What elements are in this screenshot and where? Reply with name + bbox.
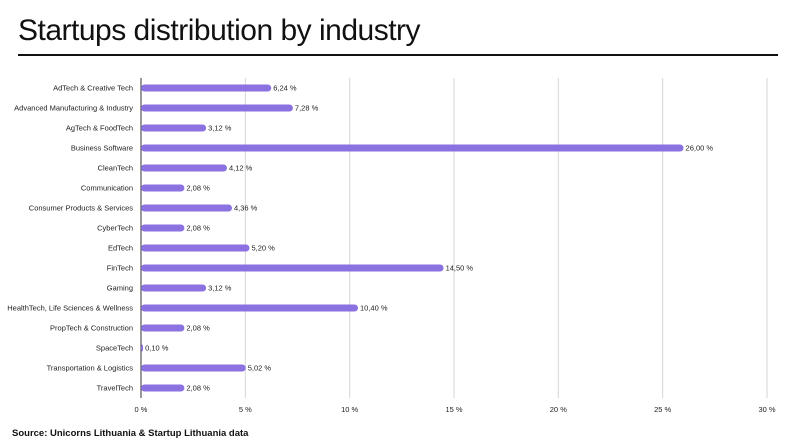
- bar: [141, 144, 684, 152]
- category-label: Consumer Products & Services: [29, 204, 133, 213]
- bar: [141, 84, 272, 92]
- bar: [141, 164, 227, 172]
- category-label: EdTech: [108, 244, 133, 253]
- value-label: 4,36 %: [234, 204, 258, 213]
- value-label: 10,40 %: [360, 304, 388, 313]
- x-tick-label: 10 %: [341, 405, 358, 414]
- value-label: 5,20 %: [252, 244, 276, 253]
- bar: [141, 224, 185, 232]
- x-tick-label: 20 %: [550, 405, 567, 414]
- category-label: FinTech: [107, 264, 133, 273]
- bar: [141, 304, 359, 312]
- value-label: 3,12 %: [208, 284, 232, 293]
- value-label: 3,12 %: [208, 124, 232, 133]
- x-tick-label: 30 %: [758, 405, 775, 414]
- bar: [141, 124, 207, 132]
- bar: [141, 244, 250, 252]
- bar: [141, 284, 207, 292]
- title-divider: [18, 54, 778, 56]
- category-label: SpaceTech: [96, 344, 133, 353]
- value-label: 0,10 %: [145, 344, 169, 353]
- category-label: Business Software: [71, 144, 133, 153]
- category-label: Advanced Manufacturing & Industry: [14, 104, 133, 113]
- x-tick-label: 5 %: [239, 405, 252, 414]
- value-label: 2,08 %: [186, 224, 210, 233]
- category-label: HealthTech, Life Sciences & Wellness: [7, 304, 133, 313]
- value-label: 2,08 %: [186, 184, 210, 193]
- value-label: 14,50 %: [446, 264, 474, 273]
- value-label: 2,08 %: [186, 324, 210, 333]
- chart-title: Startups distribution by industry: [18, 14, 421, 47]
- bar-chart: 0 % 5 % 10 % 15 % 20 % 25 % 30 % AdTech & Creat…: [7, 78, 776, 414]
- value-label: 26,00 %: [686, 144, 714, 153]
- bar: [141, 384, 185, 392]
- value-label: 7,28 %: [295, 104, 319, 113]
- value-label: 6,24 %: [273, 84, 297, 93]
- value-label: 2,08 %: [186, 384, 210, 393]
- x-tick-label: 0 %: [135, 405, 148, 414]
- x-tick-label: 25 %: [654, 405, 671, 414]
- category-label: CleanTech: [98, 164, 133, 173]
- value-label: 5,02 %: [248, 364, 272, 373]
- category-label: Gaming: [107, 284, 133, 293]
- category-label: AgTech & FoodTech: [66, 124, 133, 133]
- category-label: AdTech & Creative Tech: [53, 84, 133, 93]
- category-label: PropTech & Construction: [50, 324, 133, 333]
- category-label: Communication: [81, 184, 133, 193]
- x-tick-label: 15 %: [445, 405, 462, 414]
- bar: [141, 324, 185, 332]
- bar: [141, 204, 232, 212]
- category-label: CyberTech: [97, 224, 133, 233]
- bar: [141, 104, 293, 112]
- source-note: Source: Unicorns Lithuania & Startup Lit…: [12, 428, 249, 439]
- category-label: TravelTech: [97, 384, 133, 393]
- bar: [141, 184, 185, 192]
- value-label: 4,12 %: [229, 164, 253, 173]
- category-label: Transportation & Logistics: [47, 364, 134, 373]
- bar: [141, 264, 444, 272]
- bar: [141, 364, 246, 372]
- bar: [141, 344, 144, 352]
